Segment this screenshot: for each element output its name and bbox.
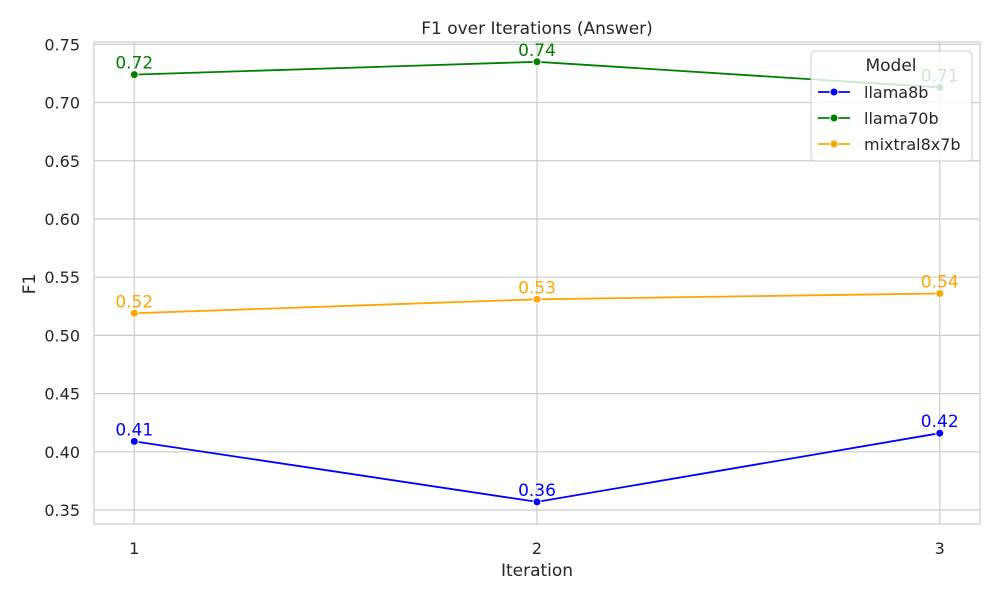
legend-item-mixtral8x7b: mixtral8x7b — [818, 135, 961, 154]
data-point — [129, 70, 139, 80]
legend-item-llama8b: llama8b — [818, 83, 928, 102]
data-point — [129, 308, 139, 318]
data-label: 0.54 — [921, 272, 959, 292]
legend-swatch-marker — [829, 87, 839, 97]
plot-area-frame — [93, 41, 981, 525]
data-label: 0.36 — [518, 481, 556, 501]
data-point — [532, 497, 542, 507]
y-tick-label: 0.35 — [44, 501, 80, 520]
legend-item-llama70b: llama70b — [818, 109, 939, 128]
series-llama8b: 0.41 0.36 0.42 — [115, 412, 959, 507]
data-point — [935, 288, 945, 298]
series-mixtral8x7b: 0.52 0.53 0.54 — [115, 272, 959, 318]
x-tick-label: 2 — [532, 539, 542, 558]
data-label: 0.42 — [921, 412, 959, 432]
legend-title: Model — [865, 56, 916, 76]
data-label: 0.72 — [115, 54, 153, 74]
axis-ticks: 0.35 0.40 0.45 0.50 0.55 0.60 0.65 0.70 0.75 1 2 3 — [44, 35, 944, 558]
x-tick-label: 1 — [129, 539, 139, 558]
y-tick-label: 0.70 — [44, 94, 80, 113]
y-tick-label: 0.75 — [44, 35, 80, 54]
legend-items: llama8b llama70b mixtral8x7b — [818, 83, 961, 154]
data-point — [935, 428, 945, 438]
chart-title: F1 over Iterations (Answer) — [421, 19, 653, 39]
legend-label: mixtral8x7b — [864, 135, 961, 154]
legend: Model llama8b llama70b mixtral8x7b — [810, 50, 973, 162]
y-tick-label: 0.55 — [44, 268, 80, 287]
legend-swatch-marker — [829, 113, 839, 123]
legend-label: llama70b — [864, 109, 939, 128]
y-tick-label: 0.40 — [44, 443, 80, 462]
y-tick-label: 0.50 — [44, 326, 80, 345]
y-tick-label: 0.45 — [44, 385, 80, 404]
y-tick-label: 0.60 — [44, 210, 80, 229]
data-point — [129, 436, 139, 446]
data-point — [532, 57, 542, 67]
data-point — [532, 294, 542, 304]
data-label: 0.74 — [518, 41, 556, 61]
y-tick-label: 0.65 — [44, 152, 80, 171]
data-label: 0.41 — [115, 420, 153, 440]
legend-label: llama8b — [864, 83, 928, 102]
data-label: 0.52 — [115, 292, 153, 312]
x-axis-label: Iteration — [501, 561, 573, 581]
legend-box — [810, 50, 973, 162]
y-axis-label: F1 — [20, 274, 40, 295]
x-tick-label: 3 — [935, 539, 945, 558]
legend-swatch-marker — [829, 139, 839, 149]
data-label: 0.53 — [518, 278, 556, 298]
